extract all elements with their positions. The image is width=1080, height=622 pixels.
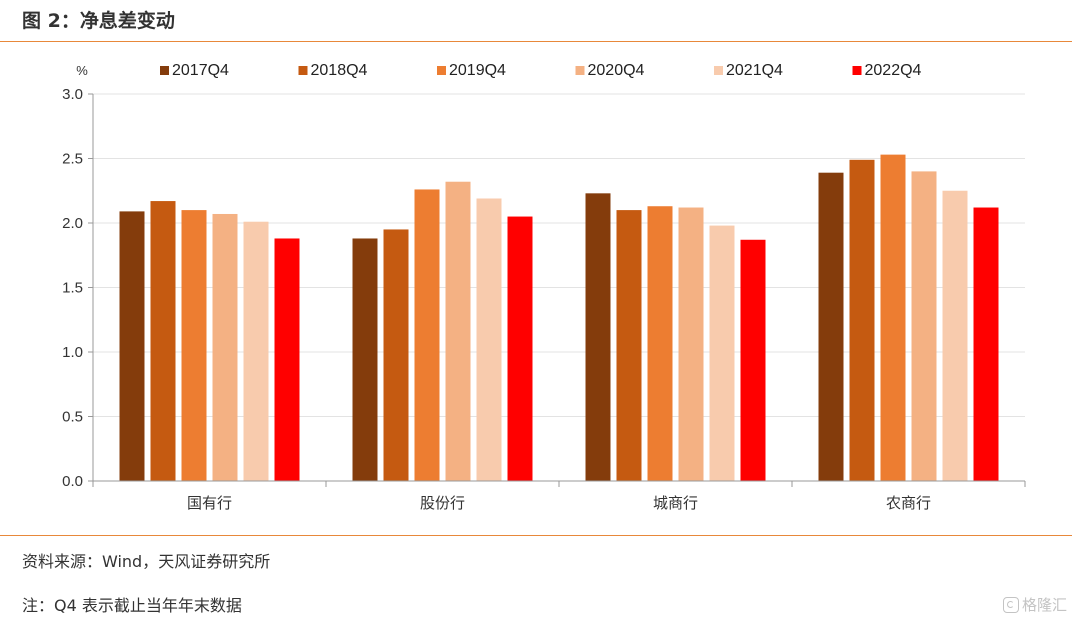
- bar: [849, 159, 875, 481]
- legend-label: 2020Q4: [588, 62, 645, 79]
- legend-swatch: [852, 66, 862, 75]
- bar: [352, 238, 378, 481]
- legend-label: 2017Q4: [172, 62, 229, 79]
- bar: [942, 190, 968, 481]
- legend-swatch: [160, 66, 169, 75]
- x-axis: 国有行 股份行 城商行 农商行: [92, 480, 1026, 512]
- bar: [647, 206, 673, 482]
- bar: [212, 213, 238, 481]
- x-tick-label: 国有行: [187, 495, 232, 512]
- y-tick-label: 2.5: [62, 151, 83, 168]
- legend: 2017Q4 2018Q4 2019Q4 2020Q4 2021Q4 2022Q4: [160, 62, 922, 79]
- figure-title: 图 2：净息差变动: [22, 10, 175, 32]
- legend-label: 2021Q4: [726, 62, 783, 79]
- y-tick-label: 1.0: [62, 344, 83, 361]
- bar: [880, 154, 906, 481]
- legend-swatch: [437, 66, 446, 75]
- bar: [911, 171, 937, 481]
- y-tick-label: 0.5: [62, 409, 83, 426]
- bar: [818, 172, 844, 481]
- y-tick-label: 1.5: [62, 280, 83, 297]
- bar: [507, 216, 533, 482]
- bar: [616, 210, 642, 481]
- bar-chart: 0.0 0.5 1.0 1.5 2.0 2.5 3.0 国有行 股份行 城商行 农商行 2017Q…: [62, 62, 1026, 512]
- bar: [150, 201, 176, 481]
- legend-swatch: [298, 66, 308, 75]
- bar: [585, 193, 611, 481]
- footnote: 注：Q4 表示截止当年年末数据: [22, 596, 242, 615]
- source-note: 资料来源：Wind，天风证券研究所: [22, 552, 271, 571]
- y-tick-label: 3.0: [62, 86, 83, 103]
- legend-label: 2019Q4: [449, 62, 506, 79]
- bar: [181, 210, 207, 481]
- legend-swatch: [575, 66, 585, 75]
- legend-swatch: [714, 66, 723, 75]
- bar: [274, 238, 300, 481]
- y-tick-label: 2.0: [62, 215, 83, 232]
- bar: [740, 239, 766, 481]
- watermark-text: 格隆汇: [1022, 596, 1068, 614]
- bar: [973, 207, 999, 481]
- header-divider: [0, 41, 1072, 42]
- y-axis: 0.0 0.5 1.0 1.5 2.0 2.5 3.0: [62, 86, 94, 490]
- bar: [243, 221, 269, 481]
- x-tick-label: 城商行: [653, 495, 698, 512]
- watermark-logo-icon: [1003, 596, 1019, 613]
- y-axis-unit: %: [76, 63, 88, 78]
- footer-divider: [0, 535, 1072, 536]
- watermark: 格隆汇: [1003, 594, 1067, 615]
- bar: [709, 225, 735, 481]
- bar: [445, 181, 471, 481]
- legend-label: 2022Q4: [865, 62, 922, 79]
- bar: [119, 211, 145, 481]
- legend-label: 2018Q4: [311, 62, 368, 79]
- x-tick-label: 股份行: [420, 495, 465, 512]
- y-tick-label: 0.0: [62, 473, 83, 490]
- bar: [414, 189, 440, 481]
- bar: [476, 198, 502, 482]
- bars: [119, 154, 999, 482]
- bar: [383, 229, 409, 481]
- bar: [678, 207, 704, 481]
- x-tick-label: 农商行: [886, 495, 931, 512]
